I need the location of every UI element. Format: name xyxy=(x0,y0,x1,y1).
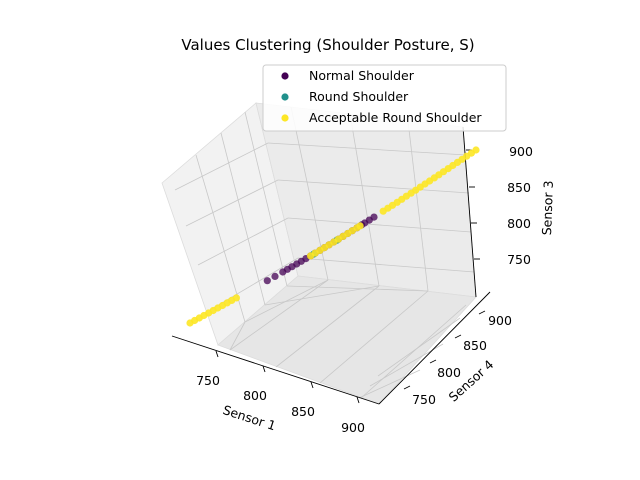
data-point xyxy=(370,213,378,221)
legend-marker xyxy=(281,114,289,122)
data-point xyxy=(271,272,279,280)
z-ticks: 750 800 850 900 xyxy=(466,144,533,267)
y-ticks: 750 800 850 900 xyxy=(403,310,512,407)
x-tick-label: 900 xyxy=(341,420,365,435)
z-axis-label: Sensor 3 xyxy=(539,180,556,235)
data-point xyxy=(472,146,480,154)
legend-label: Round Shoulder xyxy=(309,89,409,104)
chart-title: Values Clustering (Shoulder Posture, S) xyxy=(181,36,474,54)
legend-label: Acceptable Round Shoulder xyxy=(309,110,482,125)
legend-frame xyxy=(262,64,507,132)
x-tick-label: 800 xyxy=(243,388,267,403)
data-point xyxy=(356,222,364,230)
y-tick-label: 800 xyxy=(437,365,461,380)
x-ticks: 750 800 850 900 xyxy=(196,350,365,435)
data-points xyxy=(186,146,480,327)
z-tick-label: 850 xyxy=(507,180,531,195)
x-tick-label: 850 xyxy=(291,404,315,419)
legend-label: Normal Shoulder xyxy=(309,68,415,83)
legend-marker xyxy=(281,72,289,80)
legend-marker xyxy=(281,93,289,101)
y-axis-line xyxy=(378,291,491,405)
y-tick-label: 900 xyxy=(488,313,512,328)
z-tick-label: 900 xyxy=(509,144,533,159)
data-point xyxy=(232,294,240,302)
z-tick-label: 800 xyxy=(507,216,531,231)
x-axis-line xyxy=(171,335,380,405)
x-tick-label: 750 xyxy=(196,373,220,388)
legend: Normal Shoulder Round Shoulder Acceptabl… xyxy=(262,64,507,132)
panes xyxy=(161,102,477,405)
y-tick-label: 850 xyxy=(463,338,487,353)
z-tick-label: 750 xyxy=(507,252,531,267)
y-tick-label: 750 xyxy=(412,392,436,407)
data-point xyxy=(263,277,271,285)
